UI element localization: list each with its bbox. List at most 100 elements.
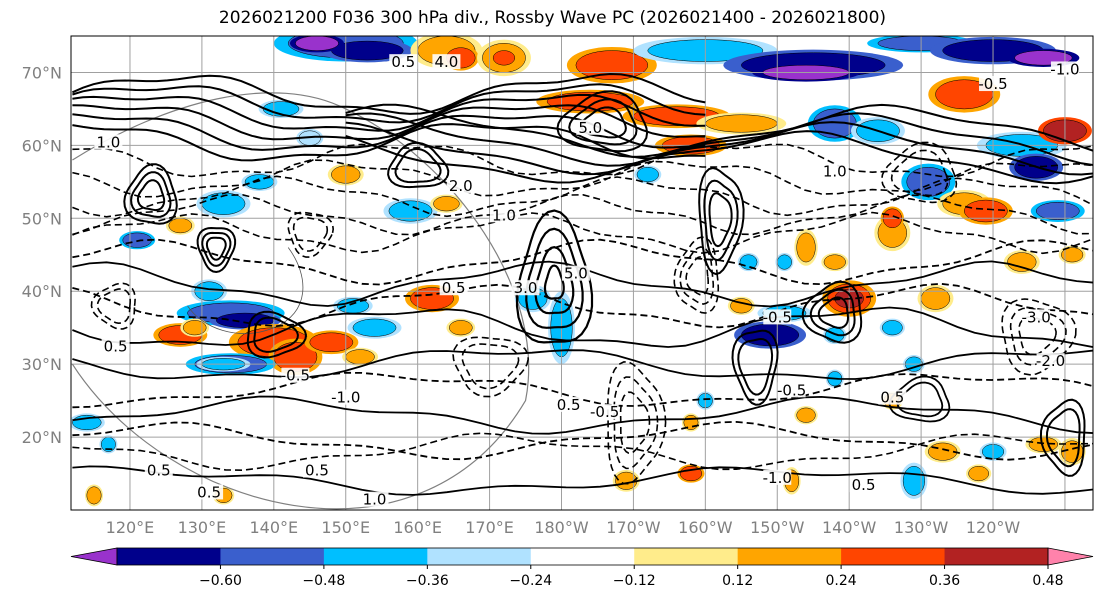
longitude-tick-label: 160°E — [393, 518, 442, 537]
contour-label: -1.0 — [763, 469, 792, 487]
longitude-tick-label: 150°W — [750, 518, 805, 537]
longitude-tick-label: 160°W — [678, 518, 733, 537]
latitude-tick-label: 70°N — [22, 63, 62, 82]
colorbar-tick-label: 0.12 — [722, 573, 753, 589]
contour-label-bg — [763, 469, 792, 485]
latitude-tick-label: 50°N — [22, 209, 62, 228]
positive-contour — [1039, 398, 1086, 477]
colorbar-tick-label: −0.36 — [406, 573, 449, 589]
shading-patch — [388, 200, 433, 222]
latitude-labels: 70°N 60°N 50°N 40°N 30°N 20°N — [22, 63, 62, 447]
contour-label: 0.5 — [557, 396, 581, 414]
shading-patch — [449, 320, 473, 336]
shading-patch — [741, 323, 800, 347]
colorbar-segment — [323, 548, 428, 565]
colorbar-tick-label: 0.24 — [826, 573, 857, 589]
negative-contour — [72, 282, 1093, 329]
longitude-tick-label: 130°E — [178, 518, 227, 537]
shading-patch — [345, 349, 375, 365]
contour-label-bg — [281, 367, 310, 383]
negative-contour — [72, 238, 1093, 286]
shading-patch — [168, 218, 193, 234]
shading-patch — [777, 254, 792, 270]
contour-label-bg — [576, 119, 605, 135]
colorbar-tick-label: 0.36 — [929, 573, 960, 589]
negative-contour — [72, 432, 1093, 472]
negative-contour — [287, 211, 335, 258]
colorbar-tick-label: −0.60 — [199, 573, 242, 589]
positive-contour — [708, 192, 733, 248]
negative-contour — [452, 336, 530, 398]
contour-label-bg — [554, 396, 583, 412]
longitude-tick-label: 140°E — [249, 518, 298, 537]
contour-label-bg — [432, 54, 461, 70]
colorbar-segment — [427, 548, 532, 565]
map-title: 2026021200 F036 300 hPa div., Rossby Wav… — [218, 8, 887, 28]
colorbar-tick-label: −0.48 — [302, 573, 345, 589]
longitude-tick-label: 180°W — [534, 518, 589, 537]
contour-label-bg — [849, 477, 878, 493]
positive-contour — [72, 306, 1093, 348]
contour-label-bg — [331, 389, 360, 405]
shading-patch — [575, 50, 649, 81]
shading-patch — [796, 407, 816, 423]
contour-label-bg — [511, 280, 540, 296]
shading-patch — [492, 50, 516, 66]
colorbar-tick-label: −0.24 — [509, 573, 552, 589]
shading-patch — [352, 318, 397, 337]
contour-label: 1.0 — [492, 206, 516, 224]
negative-contour — [96, 288, 132, 325]
colorbar-segment — [117, 548, 221, 565]
colorbar-segment — [530, 548, 635, 565]
longitude-labels: 120°E 130°E 140°E 150°E 160°E 170°E 180°W 170°W… — [106, 518, 1021, 537]
positive-contour — [72, 465, 1093, 496]
positive-contour — [556, 90, 649, 153]
contour-label-bg — [561, 265, 590, 281]
colorbar-tick-label: 0.48 — [1032, 573, 1063, 589]
positive-contour — [1045, 408, 1081, 468]
contour-label: -0.5 — [978, 75, 1007, 93]
positive-contour — [345, 112, 1093, 167]
plot-frame — [70, 35, 1094, 511]
shading-patch — [882, 320, 903, 336]
contour-label-bg — [590, 404, 619, 420]
negative-contour — [613, 376, 659, 470]
positive-contour — [731, 329, 779, 406]
contour-label: 3.0 — [514, 279, 538, 297]
longitude-tick-label: 170°W — [606, 518, 661, 537]
colorbar-segment — [944, 548, 1049, 565]
negative-contour — [1018, 316, 1057, 356]
contour-label-bg — [1036, 353, 1065, 369]
negative-contour — [292, 216, 329, 252]
positive-contour — [196, 226, 237, 274]
shading-patch — [1035, 202, 1080, 221]
positive-contour — [345, 103, 1093, 158]
negative-contour — [72, 371, 1093, 409]
latitude-tick-label: 20°N — [22, 428, 62, 447]
colorbar-segment — [737, 548, 842, 565]
shading-patch — [122, 232, 152, 248]
negative-contour — [880, 141, 958, 204]
contour-label: -1.0 — [331, 389, 360, 407]
coastline — [187, 247, 304, 334]
rossby-wave-contours — [71, 72, 1093, 510]
positive-contour — [387, 141, 450, 189]
positive-contour — [201, 231, 232, 267]
contour-label-bg — [94, 134, 123, 150]
shading-patch — [1061, 247, 1084, 263]
shading-patch — [823, 254, 846, 270]
negative-contour — [619, 391, 651, 454]
positive-contour — [703, 179, 739, 262]
shading-patch — [295, 36, 339, 51]
positive-contour — [72, 93, 706, 132]
latitude-tick-label: 30°N — [22, 355, 62, 374]
colorbar-frame — [116, 547, 1049, 566]
shading-patch — [968, 465, 989, 482]
contour-label: -0.5 — [281, 367, 310, 385]
shading-patch — [796, 232, 816, 263]
positive-contour — [737, 337, 774, 396]
divergence-shading — [71, 36, 1092, 507]
shading-patch — [739, 254, 758, 270]
positive-contour — [72, 83, 706, 124]
contour-label: 1.0 — [363, 491, 387, 509]
